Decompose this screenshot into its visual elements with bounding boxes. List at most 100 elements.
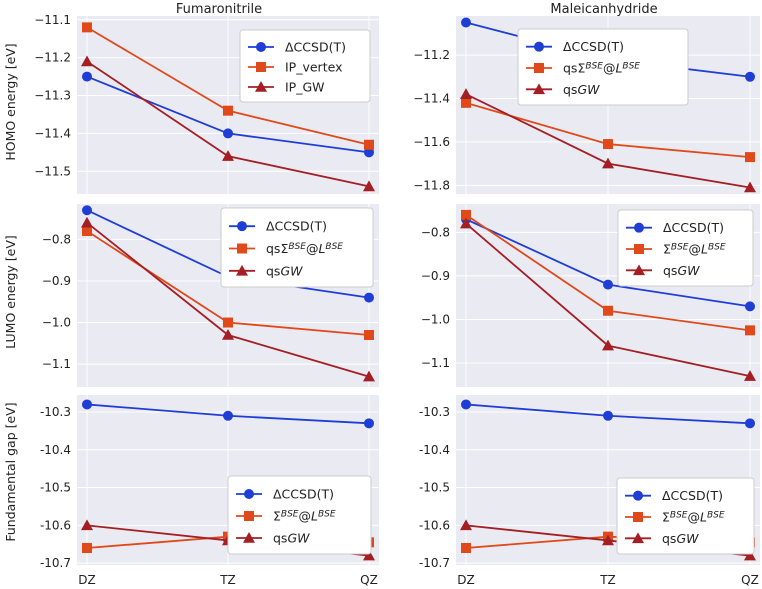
- legend-marker: [633, 490, 643, 501]
- column-title-maleicanhydride: Maleicanhydride: [550, 2, 657, 17]
- ytick-label: −11.1: [34, 13, 71, 27]
- legend-label: qsGW: [273, 531, 310, 546]
- legend: ΔCCSD(T) ΣBSE@LBSE qsGW: [616, 477, 755, 555]
- data-point: [461, 97, 471, 108]
- legend-marker: [632, 532, 644, 544]
- legend-label: IP_vertex: [285, 60, 342, 75]
- ylabel-homo: HOMO energy [eV]: [3, 43, 18, 160]
- data-point: [460, 88, 472, 99]
- data-point: [363, 180, 375, 192]
- legend-marker: [243, 532, 255, 543]
- data-point: [461, 209, 471, 220]
- data-point: [364, 330, 374, 341]
- legend-label: ΔCCSD(T): [563, 39, 624, 54]
- column-title-fumaronitrile: Fumaronitrile: [176, 2, 262, 17]
- legend-box: [227, 475, 372, 555]
- data-point: [744, 370, 756, 381]
- xtick-label: DZ: [457, 573, 474, 587]
- xtick-label: QZ: [360, 573, 378, 587]
- ytick-label: -10.7: [40, 556, 71, 570]
- data-point: [81, 519, 93, 531]
- ylabel-gap: Fundamental gap [eV]: [3, 402, 18, 541]
- ytick-label: −0.9: [42, 274, 71, 288]
- ytick-label: −11.4: [413, 91, 450, 105]
- data-point: [363, 370, 375, 382]
- legend-marker: [534, 63, 544, 73]
- ytick-label: -10.3: [419, 405, 450, 419]
- legend-marker: [533, 83, 545, 95]
- legend-box: [517, 28, 689, 106]
- legend: ΔCCSD(T) IP_vertex IP_GW: [239, 29, 371, 103]
- ytick-label: -10.6: [419, 518, 450, 532]
- ytick-label: −11.2: [34, 51, 71, 65]
- legend-label: ΔCCSD(T): [663, 220, 724, 235]
- data-point: [461, 399, 471, 410]
- legend: ΔCCSD(T) ΣBSE@LBSE qsGW: [617, 209, 754, 287]
- legend-box: [616, 477, 755, 555]
- ytick-label: -10.4: [419, 443, 450, 457]
- xtick-label: TZ: [599, 573, 616, 587]
- data-point: [82, 71, 92, 82]
- data-point: [364, 418, 374, 429]
- data-point: [460, 217, 472, 229]
- data-point: [222, 329, 234, 340]
- data-point: [745, 71, 755, 82]
- xtick-label: DZ: [78, 573, 95, 587]
- legend-box: [239, 29, 371, 103]
- data-point: [744, 181, 756, 193]
- data-point: [745, 325, 755, 336]
- panels: −11.1 −11.2 −11.3 −11.4 −11.5 ΔCCSD(T) IP_vert…: [34, 13, 760, 587]
- legend-label: ΣBSE@LBSE: [273, 509, 336, 524]
- data-point: [364, 139, 374, 150]
- legend-marker: [236, 264, 248, 276]
- legend-marker: [633, 512, 643, 522]
- ylabel-lumo: LUMO energy [eV]: [3, 235, 18, 349]
- ytick-label: −1.1: [421, 356, 450, 370]
- xtick-label: QZ: [741, 573, 759, 587]
- data-point: [223, 105, 233, 116]
- ytick-label: -10.4: [40, 443, 71, 457]
- data-point: [364, 292, 374, 303]
- ytick-label: -10.6: [40, 518, 71, 532]
- ytick-label: −11.2: [413, 48, 450, 62]
- panel-fum-gap: -10.3 -10.4 -10.5 -10.6 -10.7 DZ TZ QZ ΔCCSD(T) Σ…: [40, 395, 379, 587]
- ytick-label: -10.3: [40, 405, 71, 419]
- legend-label: ΔCCSD(T): [273, 487, 334, 502]
- ytick-label: −1.0: [421, 312, 450, 326]
- ytick-label: -10.7: [419, 556, 450, 570]
- legend-marker: [244, 489, 254, 499]
- ytick-label: −11.4: [34, 126, 71, 140]
- legend-marker: [633, 264, 645, 276]
- data-point: [603, 410, 613, 421]
- panel-fum-lumo: −0.8 −0.9 −1.0 −1.1 ΔCCSD(T) qsΣBSE@LBSE qsGW: [42, 204, 379, 387]
- ytick-label: −11.3: [34, 89, 71, 103]
- data-point: [745, 418, 755, 429]
- legend: ΔCCSD(T) qsΣBSE@LBSE qsGW: [220, 207, 374, 288]
- data-point: [602, 534, 614, 546]
- ytick-label: −11.8: [413, 178, 450, 192]
- ytick-label: −1.0: [42, 316, 71, 330]
- legend-marker: [634, 222, 644, 233]
- data-point: [82, 399, 92, 410]
- legend-box: [617, 209, 754, 287]
- legend-marker: [255, 81, 267, 92]
- legend-marker: [256, 42, 266, 52]
- data-point: [222, 150, 234, 161]
- ytick-label: −0.8: [42, 232, 71, 246]
- legend-marker: [237, 243, 247, 254]
- panel-mal-lumo: −0.8 −0.9 −1.0 −1.1 ΔCCSD(T) ΣBSE@LBSE qsGW: [421, 204, 760, 387]
- data-point: [602, 157, 614, 169]
- data-point: [223, 410, 233, 421]
- data-point: [745, 301, 755, 312]
- ytick-label: -10.5: [40, 481, 71, 495]
- data-point: [461, 543, 471, 553]
- data-point: [82, 22, 92, 33]
- legend-label: ΔCCSD(T): [662, 488, 723, 503]
- legend: ΔCCSD(T) qsΣBSE@LBSE qsGW: [517, 28, 689, 106]
- legend-marker: [256, 62, 266, 72]
- data-point: [602, 339, 614, 351]
- legend-marker: [237, 221, 247, 232]
- legend-label: ΔCCSD(T): [285, 40, 346, 55]
- data-point: [223, 317, 233, 328]
- legend-marker: [634, 244, 644, 254]
